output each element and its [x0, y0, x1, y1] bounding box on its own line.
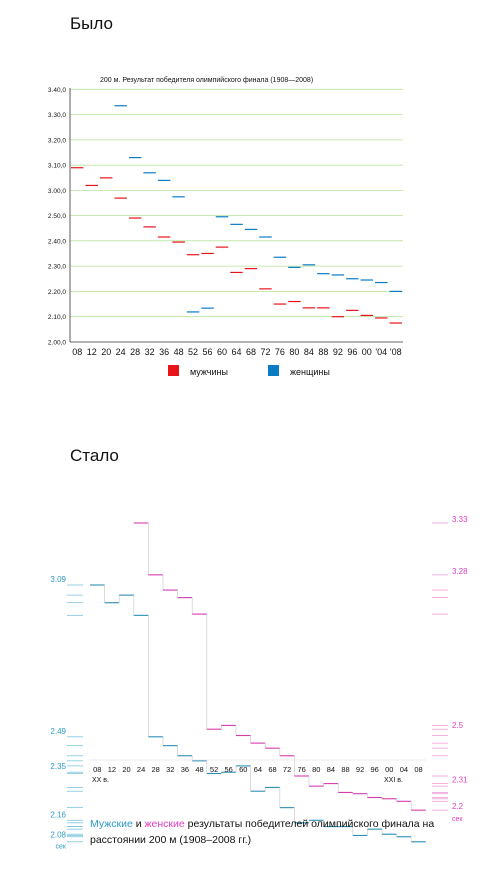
chart-title: 200 м. Результат победителя олимпийского… [100, 76, 313, 84]
left-axis-label: 3.09 [50, 575, 66, 584]
x-tick-label: 56 [203, 347, 213, 357]
x-tick-label: 92 [356, 765, 364, 774]
y-tick-label: 2.00,0 [48, 340, 66, 347]
y-tick-label: 3.10,0 [48, 163, 66, 170]
right-axis-label: 3.28 [452, 567, 468, 576]
x-tick-label: 80 [312, 765, 320, 774]
y-tick-label: 2.20,0 [48, 289, 66, 296]
right-axis-unit: сек [452, 816, 463, 823]
right-axis-label: 2.5 [452, 721, 464, 730]
x-tick-label: 12 [87, 347, 97, 357]
caption-women: женские [144, 818, 185, 830]
x-tick-label: 60 [217, 347, 227, 357]
legend-label: женщины [290, 367, 330, 377]
right-axis-label: 3.33 [452, 515, 468, 524]
x-tick-label: 36 [181, 765, 189, 774]
y-tick-label: 2.10,0 [48, 314, 66, 321]
x-tick-label: 64 [254, 765, 262, 774]
heading-after: Стало [70, 446, 119, 465]
left-axis-label: 2.35 [50, 762, 66, 771]
x-tick-label: 52 [210, 765, 218, 774]
x-tick-label: 12 [108, 765, 116, 774]
x-tick-label: 28 [130, 347, 140, 357]
y-tick-label: 3.30,0 [48, 112, 66, 119]
legend-swatch [168, 365, 179, 376]
caption-and: и [132, 818, 145, 830]
chart-after: 3.09 2.49 2.35 2.16 2.08 сек 3.33 3.28 2.5 2.31 2.… [50, 515, 468, 851]
left-axis-label: 2.16 [50, 810, 66, 819]
x-tick-label: 96 [347, 347, 357, 357]
x-tick-label: 08 [414, 765, 422, 774]
y-tick-label: 2.40,0 [48, 238, 66, 245]
x-tick-label: 76 [275, 347, 285, 357]
right-axis-label: 2.2 [452, 802, 464, 811]
y-tick-label: 2.30,0 [48, 264, 66, 271]
x-tick-label: '04 [375, 347, 387, 357]
x-tick-label: '08 [390, 347, 402, 357]
x-tick-label: 64 [231, 347, 241, 357]
x-tick-label: 00 [385, 765, 393, 774]
left-axis-label: 2.08 [50, 831, 66, 840]
x-tick-label: 96 [371, 765, 379, 774]
legend-label: мужчины [190, 367, 228, 377]
left-axis-unit: сек [56, 844, 67, 851]
x-tick-label: 20 [101, 347, 111, 357]
y-tick-label: 3.00,0 [48, 188, 66, 195]
x-tick-label: 36 [159, 347, 169, 357]
x-tick-label: 56 [225, 765, 233, 774]
x-tick-label: 88 [318, 347, 328, 357]
x-tick-label: 72 [260, 347, 270, 357]
x-tick-label: 68 [246, 347, 256, 357]
x-tick-label: 08 [93, 765, 101, 774]
x-tick-label: 92 [333, 347, 343, 357]
x-tick-label: 28 [152, 765, 160, 774]
x-tick-label: 32 [145, 347, 155, 357]
x-tick-label: 24 [137, 765, 145, 774]
chart-caption: Мужские и женские результаты победителей… [90, 816, 470, 848]
chart-before: 200 м. Результат победителя олимпийского… [48, 76, 403, 377]
x-tick-label: 20 [122, 765, 130, 774]
century-label-xx: XX в. [92, 777, 109, 784]
x-tick-label: 52 [188, 347, 198, 357]
x-tick-label: 08 [72, 347, 82, 357]
x-tick-label: 32 [166, 765, 174, 774]
x-tick-label: 68 [268, 765, 276, 774]
left-axis-label: 2.49 [50, 727, 66, 736]
y-tick-label: 2.50,0 [48, 213, 66, 220]
caption-rest: результаты победителей олимпийского фина… [90, 818, 435, 846]
x-tick-label: 48 [195, 765, 203, 774]
x-tick-label: 76 [298, 765, 306, 774]
heading-before: Было [70, 14, 113, 33]
x-tick-label: 04 [400, 765, 408, 774]
right-axis-label: 2.31 [452, 776, 468, 785]
caption-men: Мужские [90, 818, 133, 830]
y-tick-label: 3.20,0 [48, 137, 66, 144]
x-tick-label: 72 [283, 765, 291, 774]
x-tick-label: 60 [239, 765, 247, 774]
x-tick-label: 84 [304, 347, 314, 357]
legend-swatch [268, 365, 279, 376]
x-tick-label: 88 [341, 765, 349, 774]
x-tick-label: 84 [327, 765, 335, 774]
x-tick-label: 00 [362, 347, 372, 357]
century-label-xxi: XXI в. [384, 777, 403, 784]
x-tick-label: 24 [116, 347, 126, 357]
x-tick-label: 48 [174, 347, 184, 357]
y-tick-label: 3.40,0 [48, 87, 66, 94]
x-tick-label: 80 [289, 347, 299, 357]
